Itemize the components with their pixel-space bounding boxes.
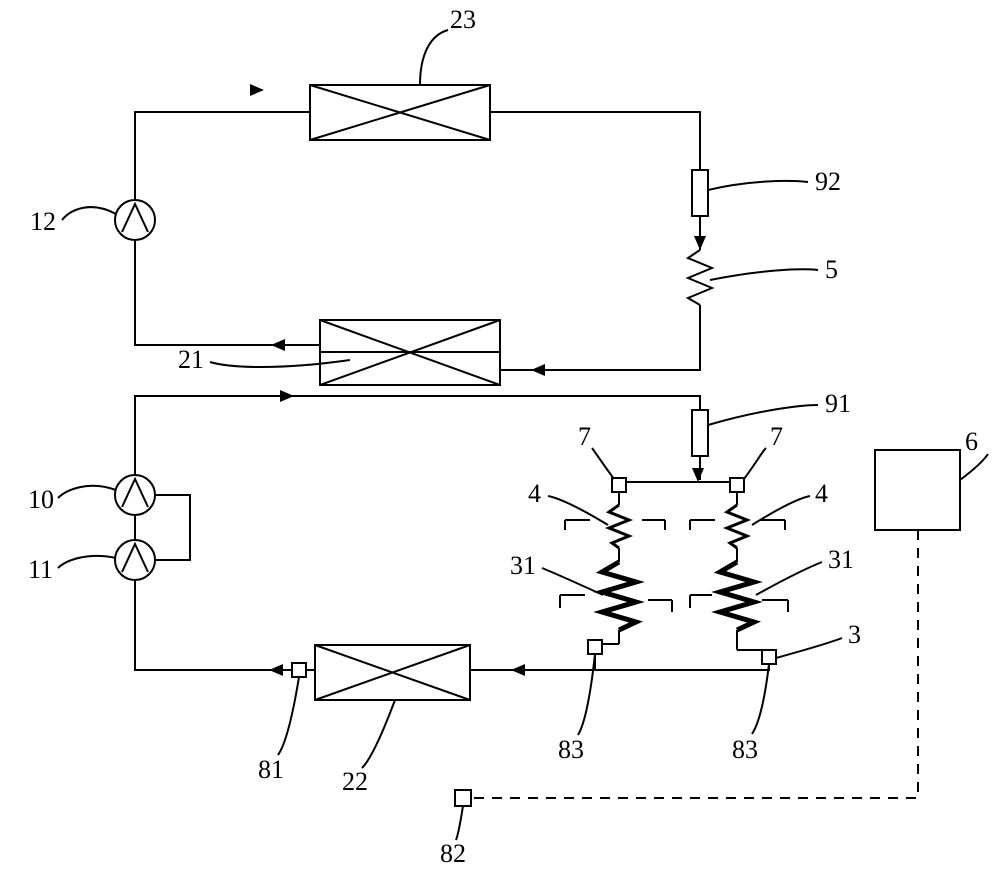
label-31b: 31	[828, 545, 854, 574]
label-12: 12	[30, 207, 56, 236]
lower-loop-lines	[135, 396, 737, 670]
hx-22	[315, 645, 470, 700]
schematic-diagram: 23 12 92 5 21 91 10 11 7 7 4 4 6 31 31 3…	[0, 0, 1000, 870]
dryer-91	[692, 410, 708, 456]
label-11: 11	[28, 555, 53, 584]
labels: 23 12 92 5 21 91 10 11 7 7 4 4 6 31 31 3…	[28, 5, 978, 868]
label-31a: 31	[510, 551, 536, 580]
label-82: 82	[440, 839, 466, 868]
label-91: 91	[825, 389, 851, 418]
label-23: 23	[450, 5, 476, 34]
label-21: 21	[178, 345, 204, 374]
label-92: 92	[815, 167, 841, 196]
label-10: 10	[28, 485, 54, 514]
hx-23	[310, 85, 490, 140]
label-22: 22	[342, 767, 368, 796]
comp-12	[115, 200, 155, 240]
sq-82	[455, 790, 471, 806]
label-7b: 7	[770, 422, 783, 451]
comp-10	[115, 475, 155, 515]
label-81: 81	[258, 755, 284, 784]
label-3: 3	[848, 620, 861, 649]
comp-11	[115, 540, 155, 580]
sq-7b	[730, 478, 744, 492]
label-4b: 4	[815, 479, 828, 508]
label-83a: 83	[558, 735, 584, 764]
dryer-92	[692, 170, 708, 216]
leader-lines	[58, 30, 988, 840]
box-6	[875, 450, 960, 530]
sq-7a	[612, 478, 626, 492]
label-83b: 83	[732, 735, 758, 764]
sq-83a	[588, 640, 602, 654]
heat-exchangers	[310, 85, 500, 700]
sq-83b	[762, 650, 776, 664]
small-boxes	[292, 170, 960, 806]
sq-81	[292, 663, 306, 677]
label-5: 5	[825, 255, 838, 284]
label-7a: 7	[578, 422, 591, 451]
label-4a: 4	[528, 479, 541, 508]
hx-21	[320, 320, 500, 385]
label-6: 6	[965, 427, 978, 456]
